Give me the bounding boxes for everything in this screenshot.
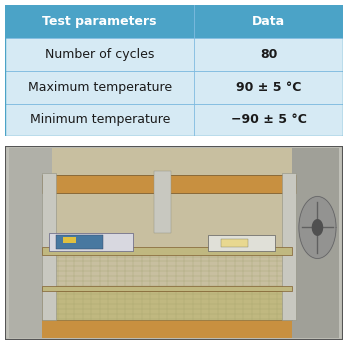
Bar [9,148,53,338]
Polygon shape [313,220,323,235]
Bar [63,237,76,243]
Text: 80: 80 [260,48,277,61]
Text: Minimum temperature: Minimum temperature [30,114,170,127]
Bar [5,5,343,38]
Text: 90 ± 5 °C: 90 ± 5 °C [236,81,301,94]
Bar [42,247,292,255]
Bar [154,171,171,233]
Bar [208,235,275,251]
Bar [282,173,295,321]
Bar [56,235,103,249]
Bar [292,148,339,338]
Bar [42,286,292,292]
Text: Maximum temperature: Maximum temperature [28,81,172,94]
Text: Test parameters: Test parameters [42,15,157,28]
Bar [49,233,134,251]
Text: −90 ± 5 °C: −90 ± 5 °C [231,114,307,127]
Bar [42,318,292,338]
Bar [49,148,292,338]
Bar [42,292,292,321]
Text: Number of cycles: Number of cycles [45,48,155,61]
Polygon shape [299,197,336,258]
Bar [221,239,248,247]
Bar [42,175,295,193]
Bar [5,104,343,136]
Bar [5,71,343,104]
Bar [42,173,56,321]
Bar [5,38,343,71]
Text: Data: Data [252,15,285,28]
